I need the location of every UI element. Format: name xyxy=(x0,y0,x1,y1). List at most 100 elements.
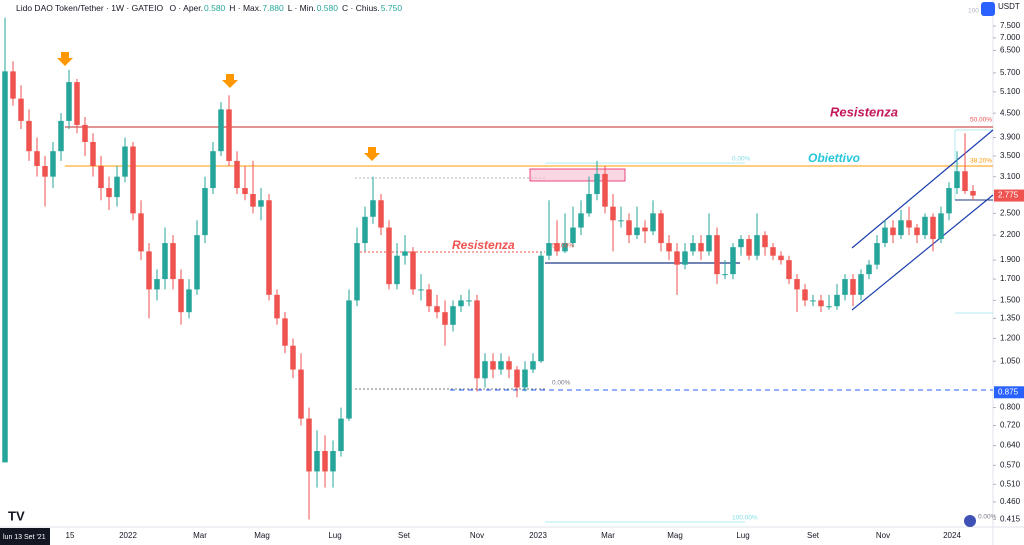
candle-body xyxy=(666,243,672,252)
y-tick-label: 7.500 xyxy=(1000,21,1021,30)
candle-body xyxy=(882,227,888,244)
arrow-marker xyxy=(57,52,73,66)
y-tick-label: 1.200 xyxy=(1000,334,1021,343)
candle-body xyxy=(138,213,144,252)
candle-body xyxy=(418,289,424,291)
candle-body xyxy=(442,312,448,325)
annotation: 100 xyxy=(968,8,979,15)
candle-body xyxy=(618,220,624,222)
price-tag-label: 2.775 xyxy=(998,191,1019,200)
y-tick-label: 0.800 xyxy=(1000,403,1021,412)
arrow-marker xyxy=(222,74,238,88)
candle-body xyxy=(394,255,400,285)
candle-body xyxy=(386,227,392,285)
y-tick-label: 1.050 xyxy=(1000,356,1021,365)
candle-body xyxy=(410,251,416,290)
candle-body xyxy=(714,235,720,275)
candle-body xyxy=(626,220,632,236)
ohlc-readout: O · Aper.0.580 H · Max.7.880 L · Min.0.580… xyxy=(169,3,406,13)
candle-body xyxy=(538,255,544,362)
candle-body xyxy=(930,216,936,240)
candle-body xyxy=(858,274,864,295)
x-tick-label: 2024 xyxy=(943,531,961,540)
y-tick-label: 3.100 xyxy=(1000,172,1021,181)
candle-body xyxy=(346,300,352,419)
x-tick-label: 2022 xyxy=(119,531,137,540)
y-tick-label: 0.415 xyxy=(1000,515,1021,524)
ohlc-label: H · Max. xyxy=(229,3,262,13)
y-tick-label: 0.460 xyxy=(1000,497,1021,506)
candle-body xyxy=(434,306,440,313)
candle-body xyxy=(546,243,552,256)
candle-body xyxy=(50,151,56,177)
flag-icon xyxy=(964,515,976,527)
settings-button[interactable] xyxy=(981,2,995,16)
candle-body xyxy=(594,173,600,195)
y-tick-label: 3.900 xyxy=(1000,133,1021,142)
candle-body xyxy=(586,194,592,214)
candle-body xyxy=(874,243,880,265)
y-tick-label: 0.570 xyxy=(1000,460,1021,469)
candle-body xyxy=(322,451,328,472)
ohlc-value: 0.580 xyxy=(204,3,226,13)
candle-body xyxy=(970,191,976,196)
candle-body xyxy=(74,82,80,125)
candle-body xyxy=(922,216,928,236)
candle-body xyxy=(730,247,736,275)
annotation: 0.00% xyxy=(732,156,751,163)
ohlc-label: L · Min. xyxy=(287,3,316,13)
ohlc-label: O · Aper. xyxy=(169,3,203,13)
candle-body xyxy=(402,251,408,256)
candle-body xyxy=(210,151,216,189)
candle-body xyxy=(330,451,336,472)
price-tag xyxy=(994,189,1024,202)
candle-body xyxy=(218,109,224,152)
symbol-title: Lido DAO Token/Tether · 1W · GATEIO xyxy=(16,3,164,13)
x-tick-label: Lug xyxy=(736,531,749,540)
candle-body xyxy=(570,227,576,244)
candle-body xyxy=(242,188,248,195)
candle-body xyxy=(482,361,488,379)
annotation: Resistenza xyxy=(452,238,515,252)
candle-body xyxy=(530,361,536,370)
channel-line xyxy=(851,194,994,311)
header: Lido DAO Token/Tether · 1W · GATEIO O · … xyxy=(16,3,410,13)
candle-body xyxy=(194,235,200,290)
candle-body xyxy=(818,300,824,307)
annotation: Resistenza xyxy=(830,104,898,119)
candle-body xyxy=(746,239,752,256)
candle-body xyxy=(490,361,496,370)
candle-body xyxy=(634,227,640,236)
candle-body xyxy=(834,294,840,307)
candle-body xyxy=(650,213,656,232)
price-tag-label: 0.875 xyxy=(998,387,1019,396)
candle-body xyxy=(610,206,616,221)
candle-body xyxy=(794,279,800,290)
candle-body xyxy=(706,235,712,252)
candle-body xyxy=(946,188,952,214)
candle-body xyxy=(738,239,744,248)
price-tag xyxy=(994,386,1024,399)
highlight-zone xyxy=(529,168,626,182)
y-tick-label: 2.500 xyxy=(1000,208,1021,217)
candle-body xyxy=(378,200,384,228)
candle-body xyxy=(722,274,728,276)
candle-body xyxy=(298,369,304,419)
candle-body xyxy=(458,300,464,307)
channel-line xyxy=(851,129,994,249)
x-tick-label: Mar xyxy=(193,531,207,540)
candle-body xyxy=(258,200,264,207)
candle-body xyxy=(10,71,16,99)
x-tick-label: Set xyxy=(398,531,411,540)
candle-body xyxy=(562,243,568,252)
candle-body xyxy=(690,243,696,252)
candle-body xyxy=(266,200,272,295)
candle-body xyxy=(234,160,240,189)
y-tick-label: 0.720 xyxy=(1000,421,1021,430)
candle-body xyxy=(82,124,88,142)
candle-body xyxy=(34,151,40,167)
candle-body xyxy=(602,173,608,207)
candle-body xyxy=(506,361,512,370)
y-tick-label: 3.500 xyxy=(1000,151,1021,160)
